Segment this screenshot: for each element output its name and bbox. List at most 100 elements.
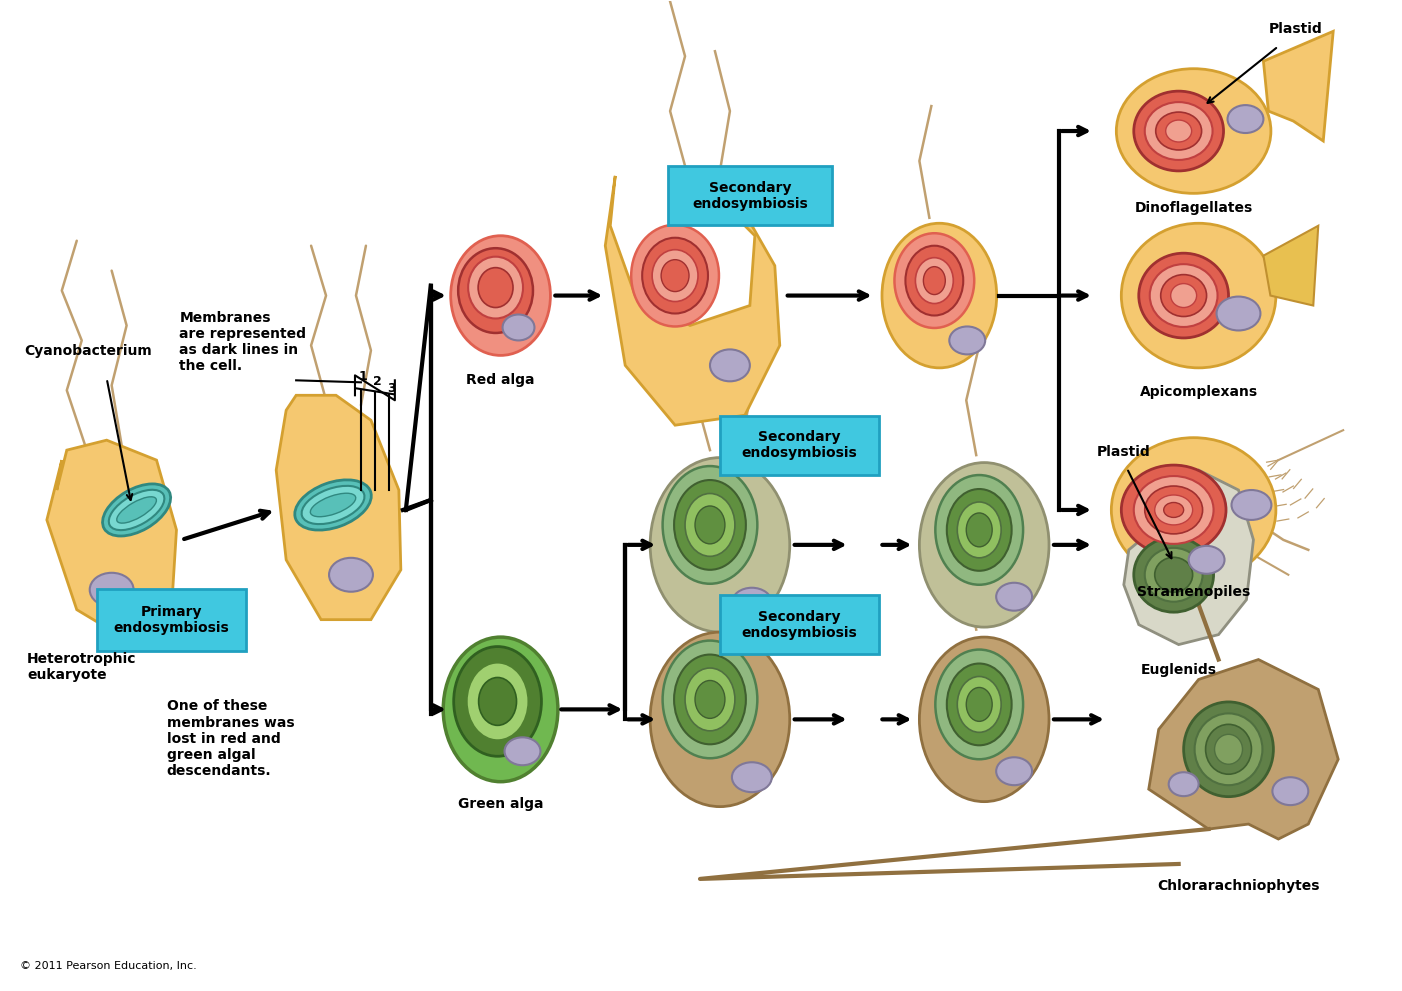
FancyBboxPatch shape [97,589,245,650]
Ellipse shape [301,486,365,524]
Ellipse shape [674,480,746,570]
Ellipse shape [997,583,1032,610]
Ellipse shape [924,267,945,294]
Ellipse shape [1169,772,1199,796]
Text: Dinoflagellates: Dinoflagellates [1134,201,1253,215]
Ellipse shape [1112,438,1276,583]
Text: Secondary
endosymbiosis: Secondary endosymbiosis [742,430,858,460]
Ellipse shape [1189,546,1224,574]
Ellipse shape [958,677,1001,732]
Text: 3: 3 [387,383,395,395]
FancyBboxPatch shape [721,596,879,654]
Ellipse shape [1145,102,1213,160]
Ellipse shape [966,513,993,547]
Ellipse shape [674,654,746,744]
Ellipse shape [686,668,735,730]
Text: Plastid: Plastid [1269,23,1322,37]
Polygon shape [1263,32,1333,141]
Ellipse shape [709,350,750,382]
Ellipse shape [294,480,372,530]
Ellipse shape [651,458,789,632]
Ellipse shape [1122,465,1225,555]
Polygon shape [276,395,401,619]
FancyBboxPatch shape [669,166,831,225]
Ellipse shape [732,762,771,792]
Ellipse shape [478,678,516,725]
Ellipse shape [663,640,757,758]
Ellipse shape [732,588,771,617]
Ellipse shape [454,646,541,756]
Text: Cyanobacterium: Cyanobacterium [24,345,151,359]
Ellipse shape [102,484,171,536]
Text: Secondary
endosymbiosis: Secondary endosymbiosis [693,180,808,211]
Ellipse shape [1155,495,1193,525]
Ellipse shape [505,737,540,765]
Ellipse shape [920,637,1049,802]
Polygon shape [1263,226,1318,305]
Text: Membranes
are represented
as dark lines in
the cell.: Membranes are represented as dark lines … [179,310,307,374]
Ellipse shape [1214,734,1242,764]
Ellipse shape [1217,296,1260,330]
Ellipse shape [946,664,1012,745]
Ellipse shape [1138,253,1228,338]
Text: Plastid: Plastid [1096,445,1151,459]
Ellipse shape [894,233,974,328]
Text: Primary
endosymbiosis: Primary endosymbiosis [114,605,230,635]
Text: Red alga: Red alga [467,374,534,387]
Ellipse shape [652,250,698,301]
Ellipse shape [651,632,789,807]
Ellipse shape [1231,490,1272,520]
Ellipse shape [1134,476,1214,544]
Text: Green alga: Green alga [458,797,544,812]
Ellipse shape [906,246,963,315]
Ellipse shape [695,681,725,718]
Ellipse shape [1134,537,1214,612]
Ellipse shape [109,490,164,530]
Polygon shape [1124,470,1253,644]
Ellipse shape [949,326,986,355]
Ellipse shape [1161,275,1207,316]
Ellipse shape [1171,283,1196,307]
Ellipse shape [116,496,157,523]
Ellipse shape [1206,724,1252,774]
Ellipse shape [1273,777,1308,805]
Ellipse shape [329,558,373,592]
Polygon shape [1148,660,1338,839]
Ellipse shape [920,463,1049,627]
Ellipse shape [90,573,133,606]
Ellipse shape [997,757,1032,785]
Ellipse shape [935,475,1023,585]
Text: Heterotrophic
eukaryote: Heterotrophic eukaryote [27,652,136,683]
Ellipse shape [1183,702,1273,797]
Ellipse shape [1195,714,1262,785]
Ellipse shape [443,637,558,782]
Text: Chlorarachniophytes: Chlorarachniophytes [1157,879,1319,893]
Text: 2: 2 [373,376,381,388]
Ellipse shape [1150,265,1217,327]
Text: Secondary
endosymbiosis: Secondary endosymbiosis [742,609,858,640]
Ellipse shape [695,506,725,544]
Ellipse shape [958,502,1001,558]
Ellipse shape [450,236,551,356]
Ellipse shape [1155,112,1202,150]
Ellipse shape [1145,486,1203,534]
Text: Euglenids: Euglenids [1141,663,1217,677]
Ellipse shape [686,494,735,556]
Ellipse shape [642,238,708,313]
Ellipse shape [478,268,513,307]
Ellipse shape [916,258,953,303]
Ellipse shape [1155,557,1193,593]
Polygon shape [46,440,177,639]
Ellipse shape [663,466,757,584]
Text: © 2011 Pearson Education, Inc.: © 2011 Pearson Education, Inc. [20,960,196,970]
Text: 1: 1 [359,371,367,384]
FancyBboxPatch shape [721,415,879,475]
Ellipse shape [662,260,688,291]
Ellipse shape [1164,502,1183,517]
Polygon shape [606,175,780,425]
Text: One of these
membranes was
lost in red and
green algal
descendants.: One of these membranes was lost in red a… [167,700,294,778]
Ellipse shape [310,494,356,516]
Ellipse shape [1165,120,1192,142]
Ellipse shape [1228,105,1263,133]
Ellipse shape [458,248,533,333]
